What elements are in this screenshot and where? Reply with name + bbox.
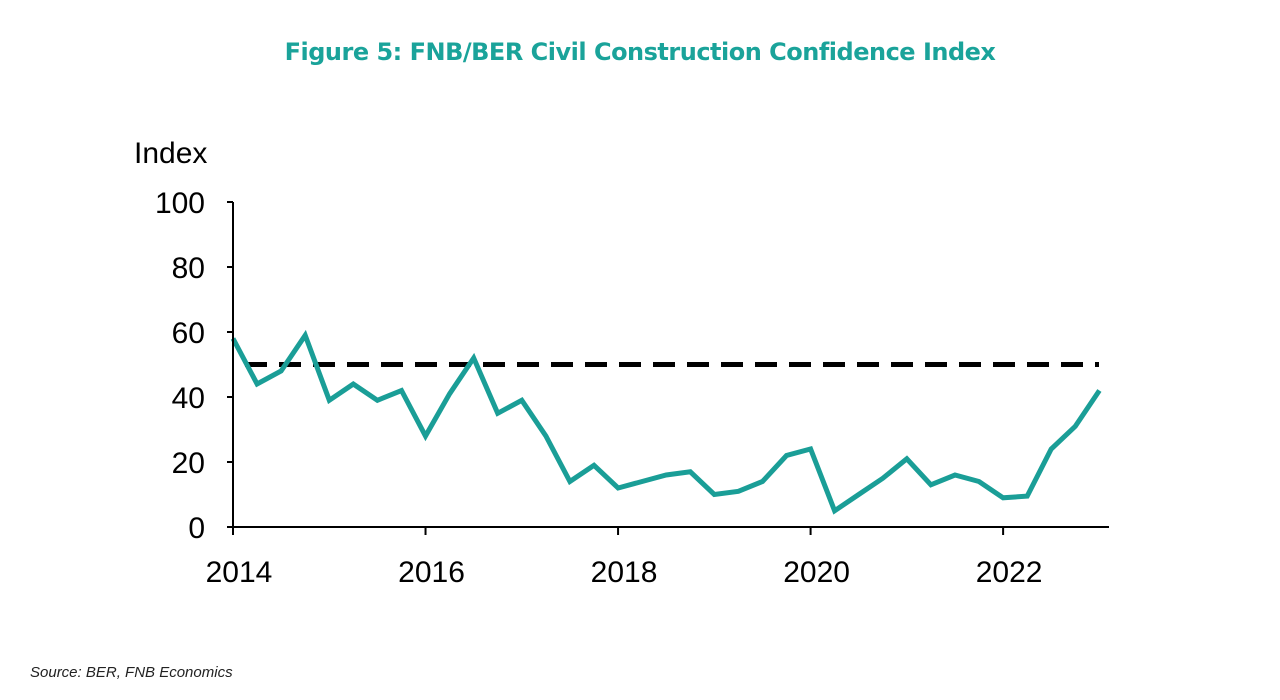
source-note: Source: BER, FNB Economics	[30, 664, 233, 681]
x-tick-label: 2020	[783, 556, 850, 589]
x-tick-label: 2016	[398, 556, 465, 589]
y-tick-label: 0	[188, 512, 205, 545]
y-tick-label: 60	[172, 317, 205, 350]
y-tick-label: 20	[172, 447, 205, 480]
axes: 0 20 40 60 80 100 2014 2016 2018 2020 2022	[155, 187, 1109, 589]
x-tick-label: 2014	[206, 556, 273, 589]
series-layer	[230, 329, 1102, 515]
y-tick-label: 100	[155, 187, 205, 220]
y-tick-label: 80	[172, 252, 205, 285]
y-tick-label: 40	[172, 382, 205, 415]
series-line-0	[230, 329, 1102, 515]
chart-title: Figure 5: FNB/BER Civil Construction Con…	[284, 38, 996, 66]
x-tick-label: 2022	[976, 556, 1043, 589]
x-tick-label: 2018	[591, 556, 658, 589]
y-axis-label: Index	[134, 137, 207, 170]
